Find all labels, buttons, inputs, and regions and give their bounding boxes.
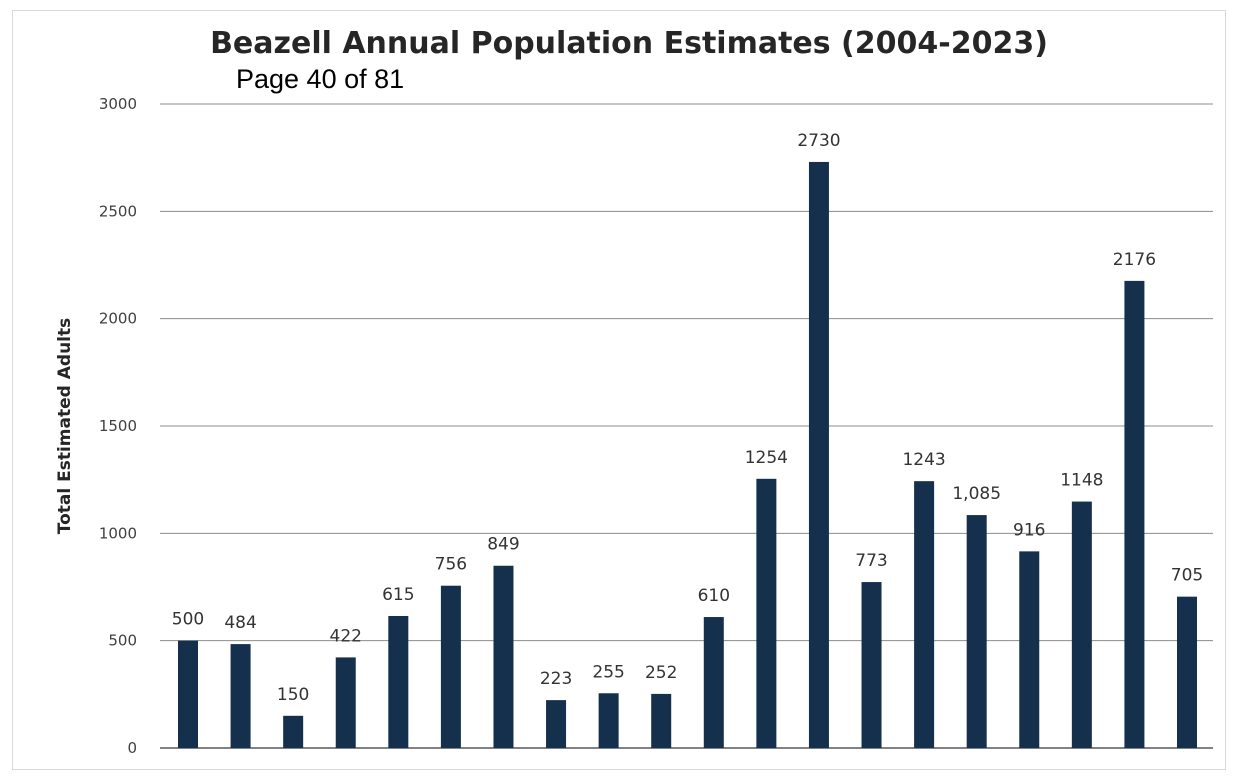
bar — [1124, 280, 1145, 748]
y-tick-label: 2500 — [99, 202, 137, 220]
y-tick-label: 1500 — [99, 417, 137, 435]
y-tick-label: 1000 — [99, 524, 137, 542]
data-label: 1,085 — [952, 484, 1001, 504]
data-label: 2730 — [797, 131, 840, 151]
data-label: 773 — [855, 551, 887, 571]
data-label: 252 — [645, 663, 677, 683]
bar — [283, 715, 304, 748]
bar — [1071, 501, 1092, 748]
data-label: 2176 — [1113, 250, 1156, 270]
y-axis-ticks: 0 500 1000 1500 2000 2500 3000 — [99, 95, 137, 757]
bar — [703, 617, 724, 748]
data-labels: 500 484 150 422 615 756 849 223 255 252 610 1254 273… — [172, 131, 1203, 705]
data-label: 255 — [592, 662, 624, 682]
bar — [335, 657, 356, 748]
chart-title: Beazell Annual Population Estimates (200… — [210, 26, 1048, 61]
bar — [1019, 551, 1040, 748]
bar — [808, 161, 829, 748]
data-label: 916 — [1013, 520, 1045, 540]
bar — [651, 693, 672, 748]
data-label: 610 — [698, 586, 730, 606]
data-label: 500 — [172, 610, 204, 630]
y-tick-label: 500 — [108, 632, 137, 650]
data-label: 705 — [1171, 566, 1203, 586]
bar — [440, 585, 461, 748]
bar — [388, 615, 409, 748]
bar — [178, 640, 198, 748]
data-label: 1243 — [902, 450, 945, 470]
data-label: 1148 — [1060, 471, 1103, 491]
data-label: 849 — [487, 535, 519, 555]
bar — [966, 515, 987, 748]
y-axis-title: Total Estimated Adults — [55, 318, 75, 534]
data-label: 615 — [382, 585, 414, 605]
bar — [493, 565, 514, 748]
page-label: Page 40 of 81 — [236, 64, 405, 94]
data-label: 484 — [224, 613, 256, 633]
y-tick-label: 3000 — [99, 95, 137, 113]
data-label: 150 — [277, 685, 309, 705]
bar — [914, 481, 935, 748]
data-label: 223 — [540, 669, 572, 689]
bar — [598, 693, 619, 748]
data-label: 422 — [330, 626, 362, 646]
bar — [230, 644, 251, 748]
bar — [756, 478, 777, 748]
gridlines — [160, 103, 1213, 749]
bar — [861, 582, 882, 748]
y-tick-label: 2000 — [99, 310, 137, 328]
data-label: 756 — [435, 555, 467, 575]
data-label: 1254 — [745, 448, 788, 468]
bar — [1177, 596, 1197, 748]
bars — [178, 161, 1197, 748]
bar — [546, 700, 567, 748]
y-tick-label: 0 — [127, 739, 137, 757]
